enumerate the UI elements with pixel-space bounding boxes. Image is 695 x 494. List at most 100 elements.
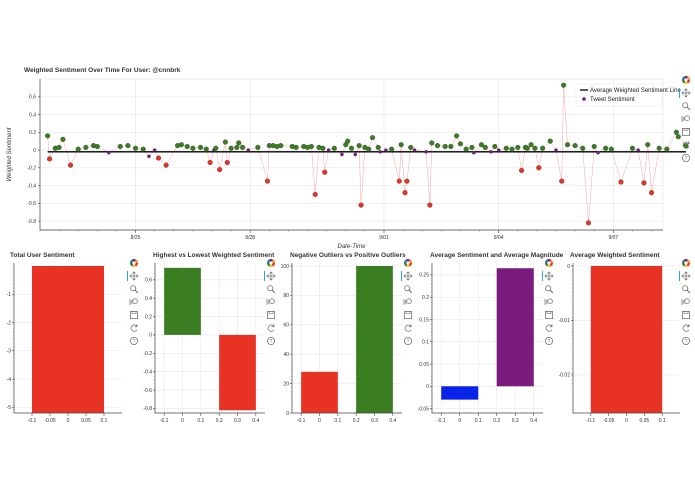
reset-icon[interactable] [403, 323, 413, 333]
tweet-point[interactable] [596, 150, 600, 155]
tweet-point[interactable] [603, 145, 609, 151]
reset-icon[interactable] [681, 140, 691, 150]
tweet-point[interactable] [408, 144, 414, 150]
bokeh-logo-icon[interactable] [544, 258, 554, 268]
tweet-point[interactable] [60, 136, 66, 142]
tweet-point[interactable] [404, 178, 410, 184]
tweet-point[interactable] [222, 139, 228, 145]
tweet-point[interactable] [469, 144, 475, 150]
save-icon[interactable] [266, 310, 276, 320]
tweet-point[interactable] [536, 165, 542, 171]
tweet-point[interactable] [378, 150, 382, 154]
reset-icon[interactable] [681, 323, 691, 333]
tweet-point[interactable] [308, 143, 314, 150]
box-zoom-icon[interactable] [681, 284, 691, 294]
save-icon[interactable] [129, 310, 139, 320]
tweet-point[interactable] [147, 154, 151, 159]
reset-icon[interactable] [266, 323, 276, 333]
tweet-point[interactable] [345, 138, 351, 144]
save-icon[interactable] [403, 310, 413, 320]
tweet-point[interactable] [117, 143, 123, 150]
tweet-point[interactable] [224, 159, 230, 166]
tweet-point[interactable] [356, 143, 362, 149]
tweet-point[interactable] [559, 178, 565, 184]
tweet-point[interactable] [246, 148, 251, 152]
tweet-point[interactable] [664, 146, 670, 152]
pan-icon[interactable] [681, 88, 691, 98]
tweet-point[interactable] [434, 143, 441, 149]
wheel-zoom-icon[interactable] [681, 114, 691, 124]
tweet-point[interactable] [348, 145, 355, 151]
bar-0[interactable] [441, 386, 479, 400]
tweet-point[interactable] [524, 145, 530, 151]
tweet-point[interactable] [203, 146, 209, 152]
box-zoom-icon[interactable] [129, 284, 139, 294]
tweet-point[interactable] [320, 145, 326, 151]
bokeh-logo-icon[interactable] [266, 258, 276, 268]
box-zoom-icon[interactable] [403, 284, 413, 294]
tweet-point[interactable] [645, 142, 651, 148]
tweet-point[interactable] [264, 178, 270, 184]
save-icon[interactable] [544, 310, 554, 320]
tweet-point[interactable] [322, 169, 328, 175]
tweet-point[interactable] [608, 146, 614, 152]
tweet-point[interactable] [94, 143, 100, 150]
tweet-point[interactable] [56, 144, 62, 150]
help-icon[interactable]: ? [266, 336, 276, 346]
tweet-point[interactable] [478, 142, 485, 148]
tweet-point[interactable] [140, 146, 146, 152]
tweet-point[interactable] [278, 143, 284, 149]
tweet-point[interactable] [412, 148, 417, 152]
bar-0[interactable] [301, 371, 338, 413]
pan-icon[interactable] [266, 271, 276, 281]
bar-0[interactable] [590, 266, 663, 413]
reset-icon[interactable] [129, 323, 139, 333]
tweet-point[interactable] [580, 145, 586, 151]
tweet-point[interactable] [489, 150, 493, 154]
tweet-point[interactable] [213, 145, 219, 151]
pan-icon[interactable] [129, 271, 139, 281]
tweet-point[interactable] [519, 167, 525, 174]
tweet-point[interactable] [482, 144, 488, 150]
tweet-point[interactable] [228, 145, 234, 151]
tweet-point[interactable] [564, 142, 570, 148]
tweet-point[interactable] [240, 144, 246, 150]
tweet-point[interactable] [503, 145, 509, 151]
tweet-point[interactable] [155, 155, 162, 161]
tweet-point[interactable] [107, 150, 111, 155]
wheel-zoom-icon[interactable] [266, 297, 276, 307]
wheel-zoom-icon[interactable] [129, 297, 139, 307]
tweet-point[interactable] [83, 144, 89, 150]
tweet-point[interactable] [163, 162, 169, 168]
tweet-point[interactable] [675, 134, 681, 140]
tweet-point[interactable] [234, 144, 240, 150]
tweet-point[interactable] [472, 150, 476, 155]
help-icon[interactable]: ? [403, 336, 413, 346]
tweet-point[interactable] [454, 133, 460, 139]
save-icon[interactable] [681, 310, 691, 320]
tweet-point[interactable] [293, 144, 299, 150]
tweet-point[interactable] [396, 178, 402, 184]
bar-0[interactable] [164, 267, 201, 335]
tweet-point[interactable] [125, 143, 131, 149]
tweet-point[interactable] [554, 148, 558, 152]
bokeh-logo-icon[interactable] [681, 258, 691, 268]
pan-icon[interactable] [544, 271, 554, 281]
tweet-point[interactable] [190, 145, 196, 151]
tweet-point[interactable] [515, 144, 521, 150]
tweet-point[interactable] [402, 190, 408, 196]
tweet-point[interactable] [255, 144, 261, 150]
bokeh-logo-icon[interactable] [681, 75, 691, 85]
bar-1[interactable] [496, 268, 534, 387]
reset-icon[interactable] [544, 323, 554, 333]
tweet-point[interactable] [547, 138, 553, 144]
wheel-zoom-icon[interactable] [681, 297, 691, 307]
tweet-point[interactable] [68, 162, 74, 168]
box-zoom-icon[interactable] [681, 101, 691, 111]
tweet-point[interactable] [442, 143, 448, 150]
tweet-point[interactable] [656, 145, 662, 151]
tweet-point[interactable] [629, 145, 635, 151]
tweet-point[interactable] [312, 191, 318, 198]
tweet-point[interactable] [369, 135, 376, 141]
tweet-point[interactable] [75, 146, 81, 152]
